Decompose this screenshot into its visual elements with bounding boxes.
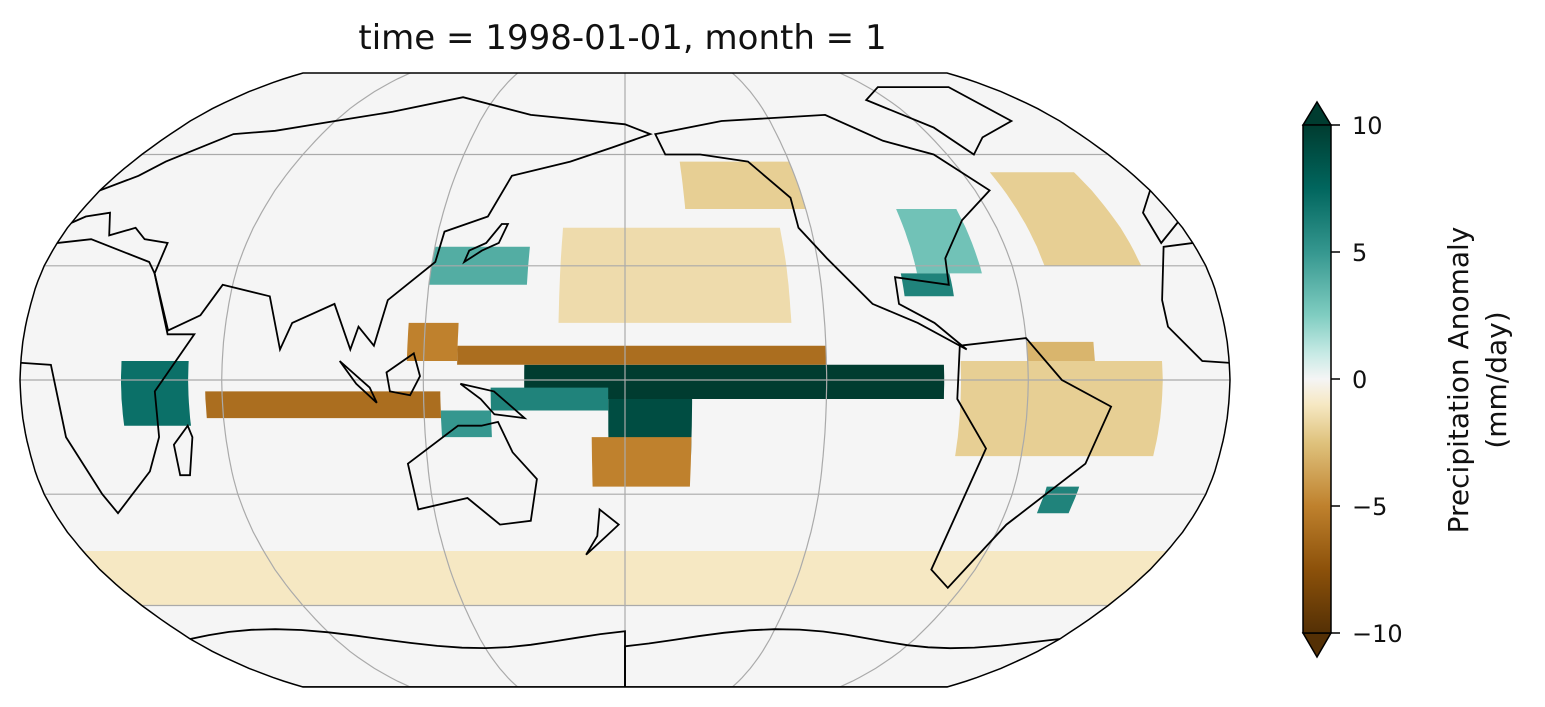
colorbar-tick-label: 0 <box>1352 366 1367 394</box>
coastline-borneo <box>385 351 421 397</box>
colorbar-tick-label: −5 <box>1352 493 1387 521</box>
colorbar-tick-label: 10 <box>1352 112 1383 140</box>
colorbar-extend-min <box>1301 632 1333 659</box>
coastline-newguinea <box>459 382 528 420</box>
coastline-eurasia <box>25 96 653 353</box>
colorbar-tick-label: −10 <box>1352 620 1403 648</box>
anomaly-cell <box>440 410 492 438</box>
coastline-antarctica <box>20 628 626 687</box>
anomaly-cell <box>205 391 441 419</box>
coastline-africa <box>20 238 197 515</box>
colorbar-gradient <box>1302 124 1332 634</box>
colorbar: 10 5 0 −5 −10 Precipitation Anomaly (mm/day) <box>1301 100 1513 659</box>
anomaly-cell <box>457 345 827 365</box>
coastline-madagascar <box>1358 426 1391 476</box>
coastline-samerica <box>930 337 1113 590</box>
anomaly-cell <box>989 172 1142 266</box>
gridline <box>422 73 519 687</box>
anomaly-cell <box>406 322 459 361</box>
coastline-sumatra <box>338 360 378 404</box>
anomaly-cell <box>679 161 806 209</box>
map-frame <box>19 72 1231 688</box>
graticule <box>20 73 1230 687</box>
anomaly-cell <box>490 387 609 411</box>
colorbar-tick-label: 5 <box>1352 239 1367 267</box>
anomaly-cell <box>1026 341 1095 361</box>
gridline <box>839 73 1029 687</box>
anomaly-cell <box>955 361 1163 457</box>
gridline <box>221 73 411 687</box>
anomaly-cell <box>121 361 191 426</box>
colorbar-extend-max <box>1301 100 1333 126</box>
anomaly-cell <box>524 364 945 399</box>
anomaly-cell <box>1411 391 1545 418</box>
coastline-madagascar <box>172 423 194 477</box>
coastline-greenland <box>864 86 1014 156</box>
coastline-namerica <box>653 113 991 351</box>
coastline-newzealand <box>585 507 621 556</box>
anomaly-cell <box>558 227 792 323</box>
coastline-japan <box>462 223 510 265</box>
colorbar-label: Precipitation Anomaly <box>1442 227 1475 534</box>
anomaly-cell <box>591 437 692 487</box>
gridline <box>731 73 828 687</box>
colorbar-units: (mm/day) <box>1480 311 1513 448</box>
coastline-australia <box>406 420 538 526</box>
map-title: time = 1998-01-01, month = 1 <box>358 18 887 58</box>
